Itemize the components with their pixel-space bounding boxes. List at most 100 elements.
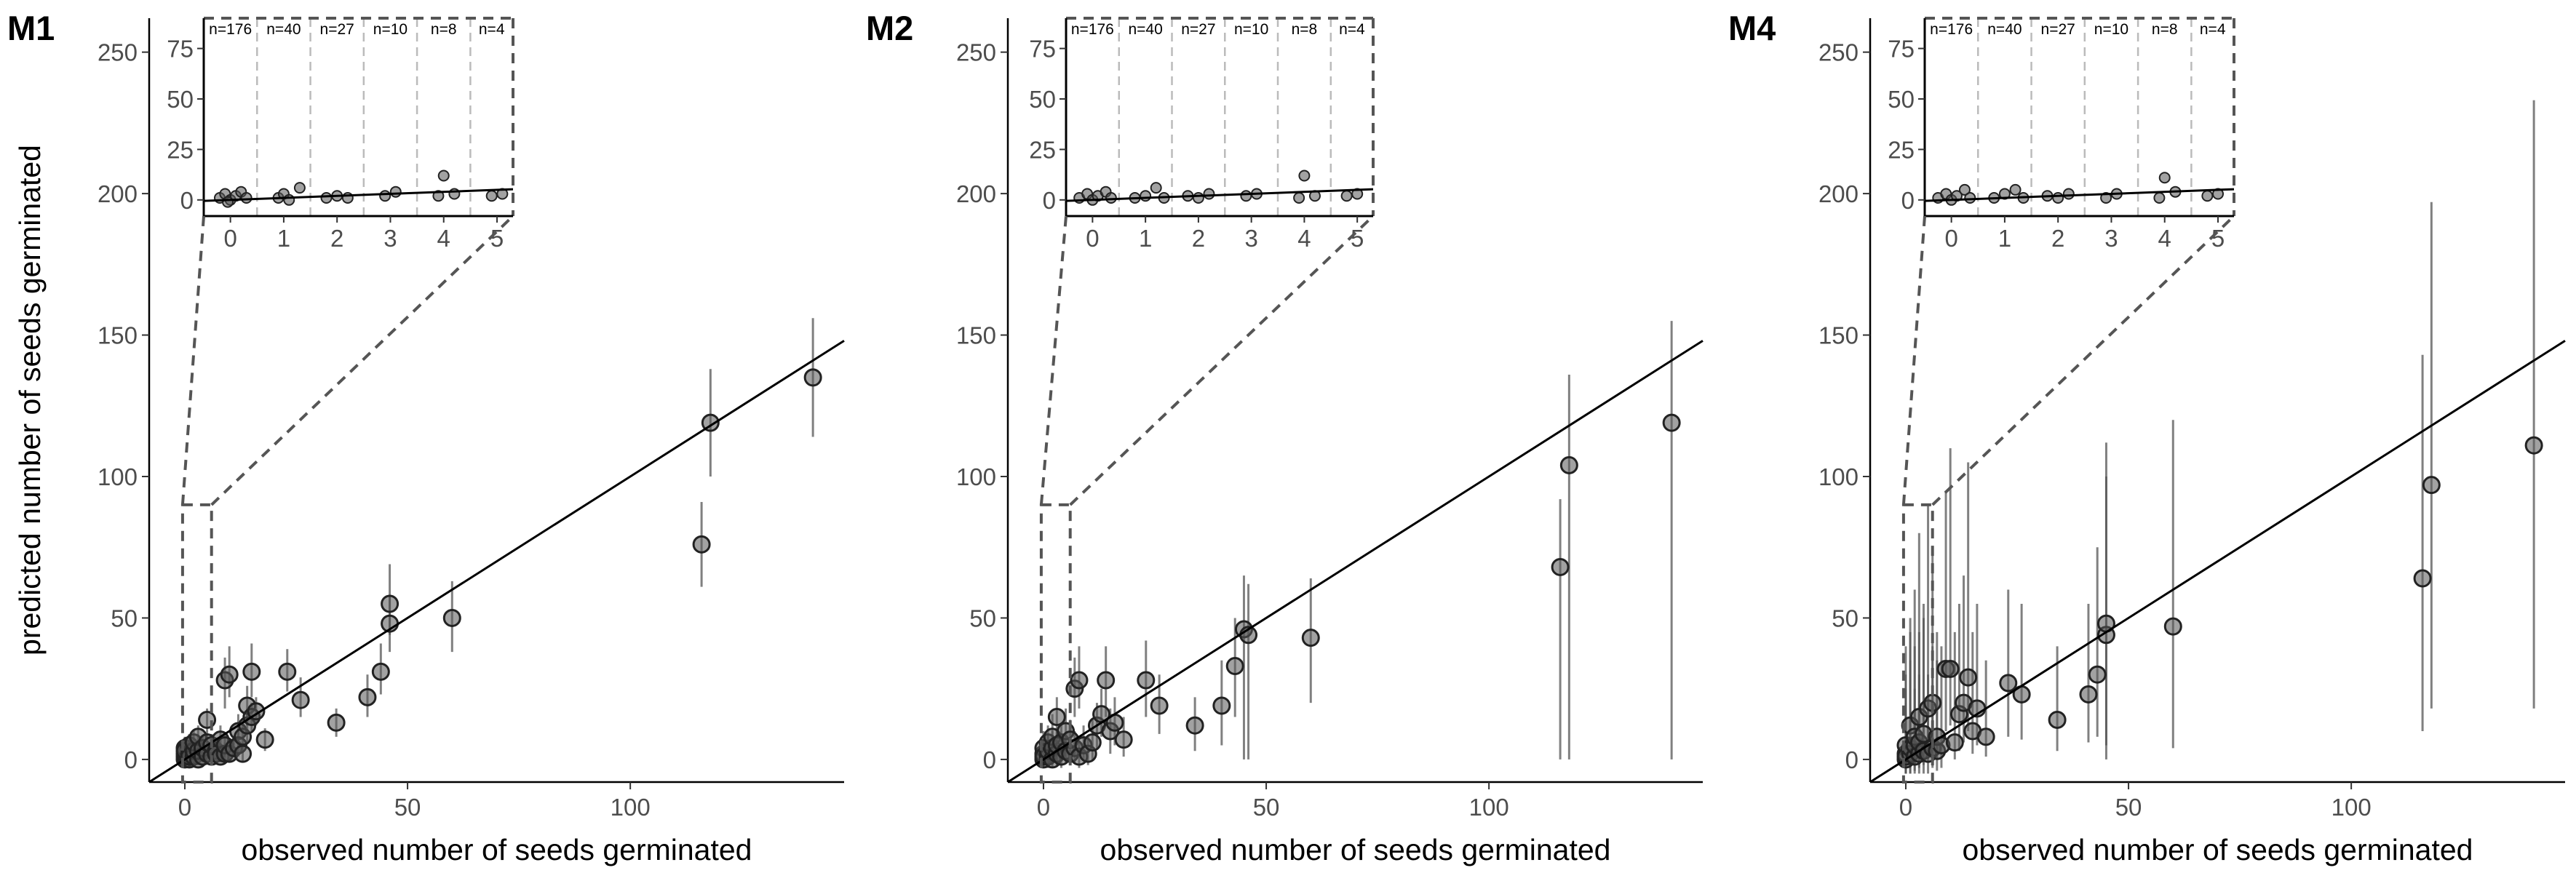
x-axis-label: observed number of seeds germinated <box>1963 833 2473 866</box>
data-point <box>255 730 274 749</box>
data-point <box>242 662 261 681</box>
inset-y-tick-label: 75 <box>1888 36 1915 63</box>
inset-y-tick-label: 0 <box>180 187 194 214</box>
inset-x-tick-label: 2 <box>1192 225 1205 252</box>
group-count-label: n=40 <box>1987 21 2022 38</box>
data-point <box>1959 668 1978 687</box>
y-tick-label: 250 <box>956 39 996 66</box>
inset-data-point <box>1950 190 1963 202</box>
inset-x-tick-label: 0 <box>1944 225 1957 252</box>
zoom-connector <box>1901 215 1926 506</box>
inset-data-point <box>320 192 333 204</box>
data-point <box>291 690 310 709</box>
data-point <box>1225 657 1244 676</box>
inset-x-tick-label: 4 <box>437 225 450 252</box>
inset-x-tick-label: 4 <box>1297 225 1311 252</box>
panel-label: M1 <box>7 9 55 47</box>
group-count-label: n=10 <box>2094 21 2128 38</box>
data-point <box>1301 629 1320 647</box>
x-tick-label: 100 <box>611 794 651 821</box>
inset-data-point <box>2062 188 2075 200</box>
inset-x-tick-label: 0 <box>1086 225 1099 252</box>
panel-label: M4 <box>1728 9 1776 47</box>
y-tick-label: 100 <box>1818 463 1859 490</box>
inset-y-tick-label: 50 <box>1029 86 1056 113</box>
inset-data-point <box>485 190 498 202</box>
inset-y-tick-label: 0 <box>1901 187 1915 214</box>
data-point <box>327 713 346 732</box>
data-point <box>1212 696 1231 715</box>
x-tick-label: 50 <box>394 794 421 821</box>
data-point <box>220 665 239 684</box>
inset-data-point <box>2100 192 2112 204</box>
inset-y-tick-label: 25 <box>1029 136 1056 163</box>
inset-data-point <box>240 192 253 204</box>
inset-data-point <box>1958 183 1971 196</box>
data-point <box>1097 671 1116 690</box>
inset-data-point <box>379 190 391 202</box>
inset-x-tick-label: 2 <box>330 225 343 252</box>
data-point <box>247 702 266 721</box>
data-point <box>1047 708 1066 727</box>
y-tick-label: 200 <box>956 180 996 207</box>
inset-data-point <box>2201 190 2214 202</box>
panel-label: M2 <box>866 9 913 47</box>
inset-y-tick-label: 50 <box>167 86 194 113</box>
data-point <box>442 608 461 627</box>
inset-x-tick-label: 3 <box>383 225 397 252</box>
data-point <box>2048 710 2067 729</box>
inset-y-tick-label: 75 <box>167 36 194 63</box>
inset-reference-line <box>1065 188 1374 202</box>
group-count-label: n=27 <box>320 21 354 38</box>
y-tick-label: 50 <box>111 605 138 631</box>
group-count-label: n=4 <box>2200 21 2226 38</box>
y-tick-label: 250 <box>98 39 138 66</box>
zoom-region-box <box>1039 503 1072 784</box>
y-axis-label: predicted number of seeds germinated <box>13 145 47 655</box>
inset-background <box>1925 18 2234 216</box>
inset-data-point <box>1240 190 1252 202</box>
x-axis-label: observed number of seeds germinated <box>1100 833 1611 866</box>
data-point <box>1999 674 2018 693</box>
y-tick-label: 50 <box>969 605 996 631</box>
inset-data-point <box>1105 192 1117 204</box>
inset-data-point <box>1293 192 1305 204</box>
group-count-label: n=176 <box>1930 21 1973 38</box>
inset-data-point <box>2052 192 2064 204</box>
data-point <box>1114 730 1133 749</box>
inset-reference-line <box>1924 188 2235 202</box>
y-tick-label: 200 <box>1818 180 1859 207</box>
y-tick-label: 150 <box>1818 322 1859 349</box>
inset-data-point <box>437 170 450 182</box>
data-point <box>2524 436 2543 455</box>
data-point <box>2088 665 2107 684</box>
inset-y-tick-label: 0 <box>1043 187 1056 214</box>
data-point <box>1945 733 1964 752</box>
group-count-label: n=8 <box>2152 21 2178 38</box>
inset-x-tick-label: 3 <box>1244 225 1257 252</box>
inset-x-tick-label: 3 <box>2104 225 2118 252</box>
zoom-connector <box>180 215 205 506</box>
data-point <box>1150 696 1169 715</box>
inset-x-tick-label: 2 <box>2051 225 2064 252</box>
data-point <box>2413 569 2432 588</box>
inset-data-point <box>1340 190 1353 202</box>
y-tick-label: 100 <box>98 463 138 490</box>
zoom-connector <box>1069 215 1375 506</box>
inset-data-point <box>1203 188 1215 200</box>
y-tick-label: 50 <box>1832 605 1859 631</box>
zoom-connector <box>1039 215 1068 506</box>
data-point <box>278 662 297 681</box>
inset-y-tick-label: 50 <box>1888 86 1915 113</box>
x-tick-label: 0 <box>178 794 191 821</box>
data-point <box>701 413 720 432</box>
inset-x-tick-label: 4 <box>2158 225 2171 252</box>
zoom-connector <box>1931 215 2235 506</box>
inset-y-tick-label: 25 <box>167 136 194 163</box>
inset-data-point <box>432 190 445 202</box>
y-tick-label: 150 <box>956 322 996 349</box>
inset-data-point <box>293 182 306 194</box>
